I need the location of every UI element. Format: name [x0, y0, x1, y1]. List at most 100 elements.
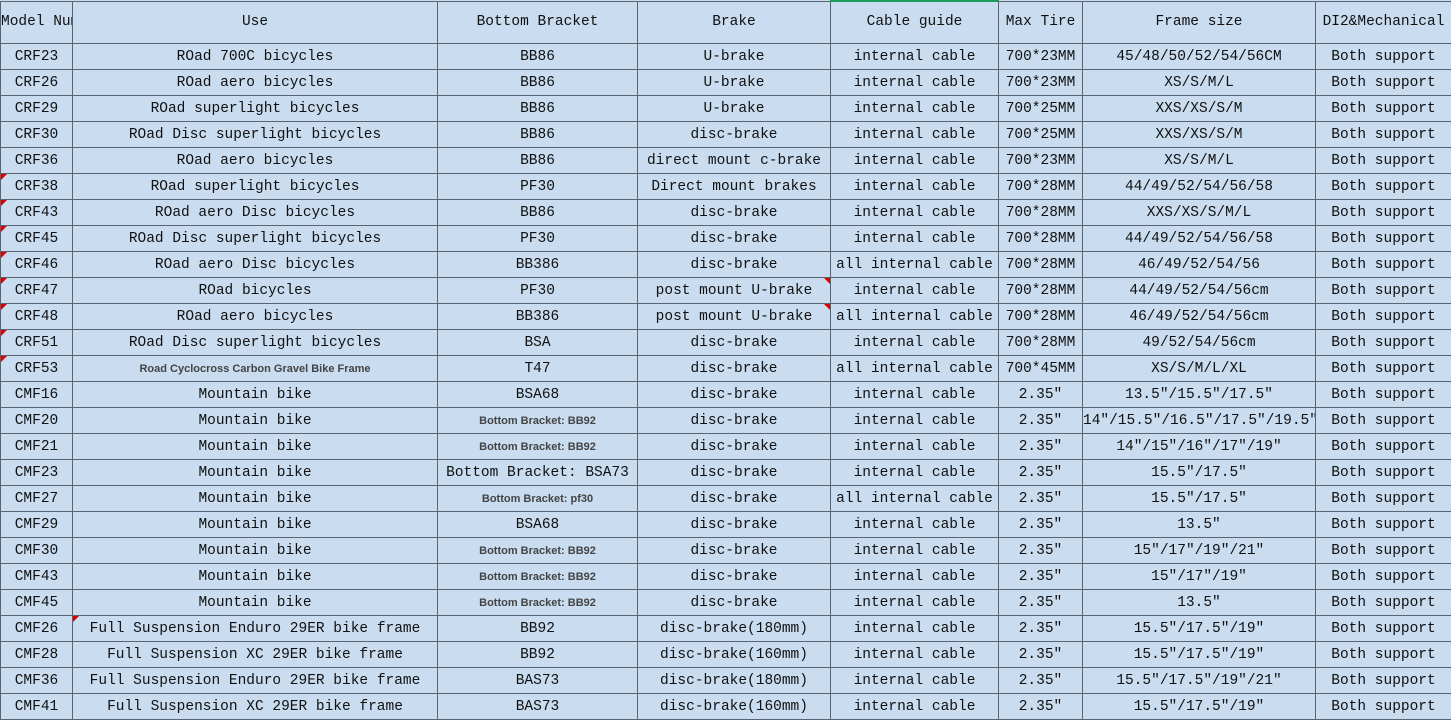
table-cell: CMF30 — [0, 537, 73, 564]
table-row: CMF43 Mountain bike Bottom Bracket: BB92 di… — [0, 563, 1451, 590]
table-cell: Both support — [1315, 407, 1451, 434]
table-cell: 46/49/52/54/56cm — [1082, 303, 1316, 330]
table-cell: disc-brake — [637, 121, 831, 148]
table-cell: Mountain bike — [72, 589, 438, 616]
table-cell: CMF27 — [0, 485, 73, 512]
table-cell: CMF26 — [0, 615, 73, 642]
table-cell: 2.35″ — [998, 433, 1083, 460]
table-cell: internal cable — [830, 329, 999, 356]
table-cell: Mountain bike — [72, 459, 438, 486]
table-row: CMF29 Mountain bike BSA68 disc-brake interna… — [0, 511, 1451, 538]
table-cell: Mountain bike — [72, 485, 438, 512]
table-cell: CMF20 — [0, 407, 73, 434]
table-cell: disc-brake — [637, 433, 831, 460]
table-cell: 13.5″/15.5″/17.5″ — [1082, 381, 1316, 408]
table-cell: 700*23MM — [998, 147, 1083, 174]
table-cell: 700*28MM — [998, 329, 1083, 356]
table-cell: BB92 — [437, 641, 638, 668]
table-cell: Mountain bike — [72, 433, 438, 460]
table-cell: Both support — [1315, 303, 1451, 330]
table-cell: CMF29 — [0, 511, 73, 538]
table-row: CRF30 ROad Disc superlight bicycles BB86 di… — [0, 121, 1451, 148]
table-cell: CMF43 — [0, 563, 73, 590]
table-cell: XXS/XS/S/M/L — [1082, 199, 1316, 226]
table-row: CRF46 ROad aero Disc bicycles BB386 disc-br… — [0, 251, 1451, 278]
table-cell: internal cable — [830, 667, 999, 694]
table-cell: disc-brake — [637, 407, 831, 434]
table-cell: CMF23 — [0, 459, 73, 486]
table-cell: internal cable — [830, 147, 999, 174]
table-cell: BB86 — [437, 121, 638, 148]
table-cell: post mount U-brake — [637, 277, 831, 304]
table-cell: BB386 — [437, 251, 638, 278]
header-cell: Model Number — [0, 0, 73, 44]
table-cell: 15.5″/17.5″/19″ — [1082, 615, 1316, 642]
table-cell: CRF23 — [0, 43, 73, 70]
table-cell: Both support — [1315, 43, 1451, 70]
table-cell: CMF28 — [0, 641, 73, 668]
table-row: CRF53 Road Cyclocross Carbon Gravel Bike … — [0, 355, 1451, 382]
table-cell: 2.35″ — [998, 407, 1083, 434]
table-cell: internal cable — [830, 589, 999, 616]
table-cell: 700*25MM — [998, 121, 1083, 148]
table-cell: 15.5″/17.5″ — [1082, 459, 1316, 486]
table-row: CMF16 Mountain bike BSA68 disc-brake interna… — [0, 381, 1451, 408]
table-cell: T47 — [437, 355, 638, 382]
table-cell: Bottom Bracket: pf30 — [437, 485, 638, 512]
table-cell: Bottom Bracket: BB92 — [437, 407, 638, 434]
table-cell: 700*28MM — [998, 277, 1083, 304]
table-cell: Bottom Bracket: BB92 — [437, 537, 638, 564]
table-cell: CMF41 — [0, 693, 73, 720]
table-row: CMF30 Mountain bike Bottom Bracket: BB92 di… — [0, 537, 1451, 564]
table-cell: PF30 — [437, 277, 638, 304]
table-cell: Both support — [1315, 563, 1451, 590]
table-cell: Both support — [1315, 693, 1451, 720]
table-row: CRF36 ROad aero bicycles BB86 direct mount … — [0, 147, 1451, 174]
table-cell: Both support — [1315, 225, 1451, 252]
table-cell: ROad aero bicycles — [72, 69, 438, 96]
table-row: CMF21 Mountain bike Bottom Bracket: BB92 di… — [0, 433, 1451, 460]
table-cell: Both support — [1315, 199, 1451, 226]
table-cell: CMF45 — [0, 589, 73, 616]
table-cell: Both support — [1315, 121, 1451, 148]
table-cell: 2.35″ — [998, 485, 1083, 512]
table-cell: Full Suspension Enduro 29ER bike frame — [72, 615, 438, 642]
table-cell: internal cable — [830, 433, 999, 460]
table-cell: disc-brake — [637, 329, 831, 356]
table-cell: BB86 — [437, 69, 638, 96]
table-cell: internal cable — [830, 277, 999, 304]
table-cell: 2.35″ — [998, 615, 1083, 642]
table-cell: disc-brake(160mm) — [637, 641, 831, 668]
table-cell: Full Suspension XC 29ER bike frame — [72, 693, 438, 720]
table-cell: 15.5″/17.5″/19″ — [1082, 641, 1316, 668]
table-row: CRF38 ROad superlight bicycles PF30 Direct … — [0, 173, 1451, 200]
header-cell: DI2&Mechanical — [1315, 0, 1451, 44]
table-cell: 44/49/52/54/56/58 — [1082, 225, 1316, 252]
table-body: CRF23 ROad 700C bicycles BB86 U-brake intern… — [0, 43, 1451, 720]
table-cell: BSA68 — [437, 381, 638, 408]
table-cell: BAS73 — [437, 667, 638, 694]
table-row: CMF41 Full Suspension XC 29ER bike frame B… — [0, 693, 1451, 720]
table-cell: disc-brake — [637, 589, 831, 616]
table-cell: CMF21 — [0, 433, 73, 460]
table-cell: direct mount c-brake — [637, 147, 831, 174]
table-cell: Both support — [1315, 511, 1451, 538]
table-cell: all internal cable — [830, 485, 999, 512]
table-cell: internal cable — [830, 563, 999, 590]
table-cell: 2.35″ — [998, 693, 1083, 720]
table-cell: internal cable — [830, 615, 999, 642]
table-cell: CRF43 — [0, 199, 73, 226]
table-cell: Full Suspension Enduro 29ER bike frame — [72, 667, 438, 694]
table-cell: CMF36 — [0, 667, 73, 694]
table-cell: ROad Disc superlight bicycles — [72, 121, 438, 148]
table-cell: XXS/XS/S/M — [1082, 95, 1316, 122]
table-cell: PF30 — [437, 173, 638, 200]
table-cell: ROad Disc superlight bicycles — [72, 225, 438, 252]
table-cell: 44/49/52/54/56cm — [1082, 277, 1316, 304]
table-row: CRF45 ROad Disc superlight bicycles PF30 di… — [0, 225, 1451, 252]
table-cell: 49/52/54/56cm — [1082, 329, 1316, 356]
table-cell: Both support — [1315, 329, 1451, 356]
table-cell: disc-brake — [637, 459, 831, 486]
